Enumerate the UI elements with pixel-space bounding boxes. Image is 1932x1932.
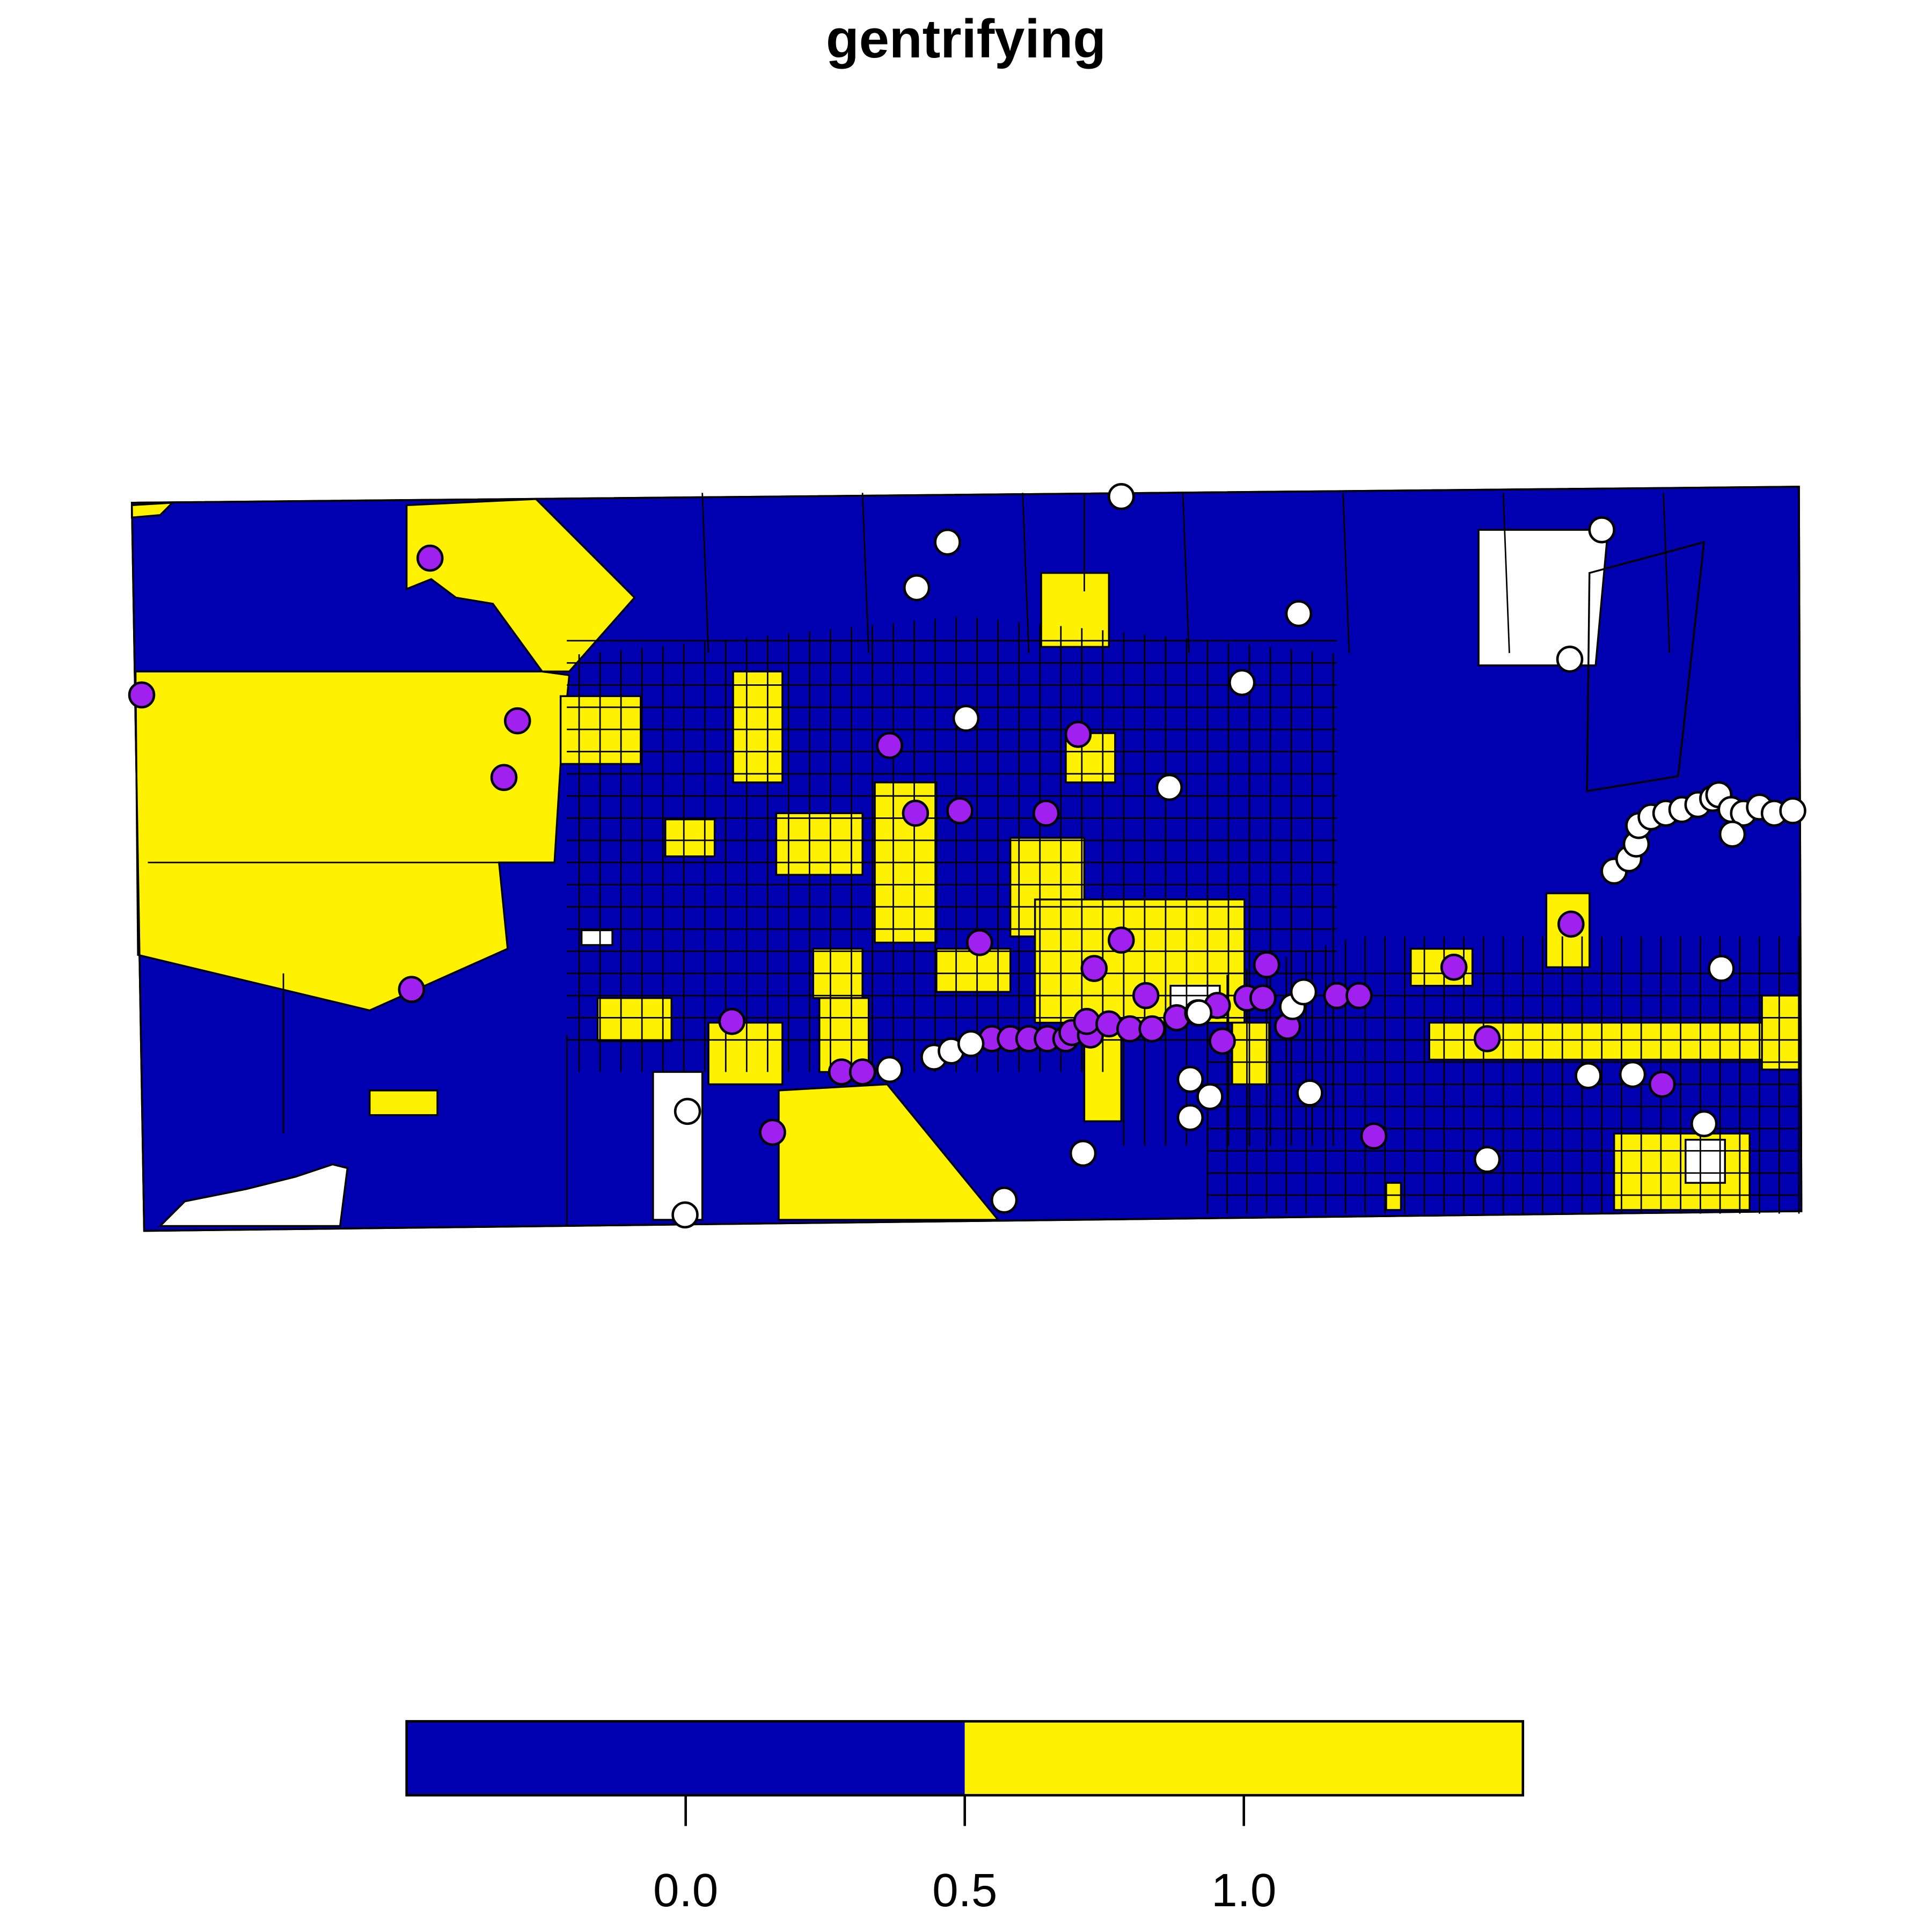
point xyxy=(1708,955,1735,982)
point xyxy=(1108,926,1135,954)
point xyxy=(876,1056,903,1084)
point xyxy=(1556,646,1584,673)
point xyxy=(1575,1062,1602,1089)
yellow-tract xyxy=(778,1083,1000,1221)
point xyxy=(1290,978,1318,1006)
point xyxy=(1138,1015,1166,1043)
yellow-tract xyxy=(1040,572,1110,648)
point xyxy=(1473,1146,1501,1173)
point xyxy=(1073,1008,1101,1035)
title: gentrifying xyxy=(826,9,1106,69)
point xyxy=(1718,821,1746,848)
point xyxy=(1648,1071,1676,1098)
point xyxy=(1176,1104,1204,1131)
yellow-tract xyxy=(1385,1182,1402,1211)
point xyxy=(903,574,931,602)
tract-boundaries xyxy=(148,493,1800,1226)
point xyxy=(1228,669,1256,697)
point xyxy=(946,797,974,824)
white-regions xyxy=(158,529,1726,1227)
point xyxy=(1588,516,1615,544)
point xyxy=(848,1058,876,1086)
point xyxy=(934,528,961,556)
point xyxy=(1619,1060,1646,1088)
point xyxy=(1296,1079,1323,1107)
legend-tick-label: 0.0 xyxy=(653,1864,718,1916)
yellow-tract xyxy=(664,818,716,858)
point xyxy=(1080,955,1108,982)
point xyxy=(1155,773,1183,801)
legend-swatch xyxy=(964,1721,1523,1796)
yellow-tract xyxy=(1613,1132,1751,1211)
point xyxy=(128,681,156,709)
yellow-tract xyxy=(775,812,863,876)
point xyxy=(902,800,930,827)
yellow-tract xyxy=(596,997,672,1042)
point xyxy=(759,1118,786,1146)
point xyxy=(1249,984,1277,1012)
point xyxy=(1069,1139,1097,1167)
point xyxy=(504,707,531,735)
point xyxy=(1440,954,1468,981)
tract-line xyxy=(1663,493,1671,653)
point xyxy=(957,1030,985,1057)
point xyxy=(1345,982,1373,1009)
point xyxy=(1032,800,1060,827)
point xyxy=(1196,1083,1224,1110)
point xyxy=(1108,483,1135,510)
tract-line xyxy=(1342,493,1350,653)
point xyxy=(1132,982,1160,1009)
point xyxy=(671,1201,699,1229)
point xyxy=(718,1008,746,1035)
point xyxy=(416,544,444,572)
point xyxy=(966,929,993,956)
tract-line xyxy=(701,493,709,653)
yellow-tract xyxy=(369,1089,438,1116)
point xyxy=(1557,910,1585,938)
point xyxy=(1473,1025,1501,1052)
point xyxy=(1360,1122,1388,1150)
point xyxy=(398,976,426,1003)
yellow-tract xyxy=(707,1021,784,1086)
point xyxy=(1064,721,1092,748)
yellow-tract xyxy=(1231,1021,1270,1086)
yellow-tract xyxy=(1761,994,1800,1071)
point xyxy=(1779,797,1806,824)
legend-tick-label: 1.0 xyxy=(1211,1864,1276,1916)
point xyxy=(674,1097,701,1125)
legend: 0.0 0.5 1.0 xyxy=(405,1720,1525,1916)
yellow-tract xyxy=(935,948,1012,993)
point xyxy=(1176,1065,1204,1093)
point xyxy=(1185,999,1213,1027)
point xyxy=(490,764,518,791)
point xyxy=(1253,951,1280,978)
tract-line xyxy=(1182,493,1190,653)
tract-line xyxy=(1502,493,1510,653)
legend-swatch xyxy=(406,1721,965,1796)
point xyxy=(1209,1027,1236,1055)
legend-tick-label: 0.5 xyxy=(932,1864,997,1916)
points xyxy=(128,483,1806,1229)
tract-line xyxy=(1022,493,1030,653)
point xyxy=(990,1186,1018,1214)
yellow-tract xyxy=(405,498,636,672)
point xyxy=(952,705,980,732)
point xyxy=(1285,600,1313,627)
point xyxy=(1690,1110,1718,1138)
tract-line xyxy=(861,493,869,653)
yellow-tract xyxy=(732,670,784,784)
point xyxy=(876,731,903,759)
map xyxy=(130,486,1803,1232)
